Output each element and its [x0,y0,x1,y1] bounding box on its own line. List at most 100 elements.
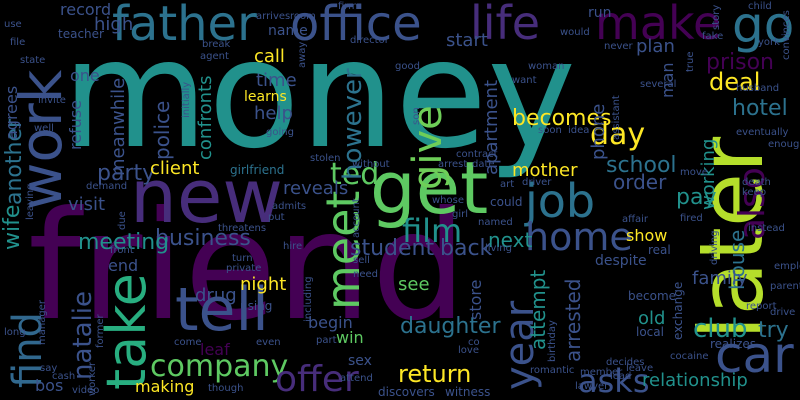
word-police: police [150,100,174,160]
word-office: office [290,0,422,52]
word-would: would [560,27,590,38]
word-turn: turn [232,253,253,264]
word-york: york [758,37,780,48]
word-idea: idea [568,125,590,136]
word-well: well [34,123,54,134]
word-firm: firm [338,1,358,12]
word-threatens: threatens [218,223,267,234]
word-manager: manager [37,300,48,345]
word-birthday: birthday [547,320,558,362]
word-see: see [398,274,430,295]
word-record: record [60,0,112,19]
word-bos: bos [35,376,64,395]
word-girl: girl [452,209,469,220]
word-driving: driving [709,230,720,265]
word-director: director [350,35,389,46]
word-mother: mother [512,160,578,181]
word-convinces: convinces [781,10,792,60]
word-state: state [20,55,46,66]
word-home: home [525,215,633,259]
word-making: making [135,377,195,396]
word-become: become [628,289,677,303]
word-life: life [470,0,541,50]
word-next: next [488,228,533,252]
word-fake: fake [702,31,724,42]
word-agrees: agrees [2,85,21,140]
word-cash: cash [52,371,76,382]
word-lead: lead [610,371,632,382]
word-report: report [746,301,777,312]
word-hotel: hotel [732,96,788,121]
word-go: go [732,0,795,54]
word-realizes: realizes [710,337,757,351]
word-room: room [290,11,316,22]
word-cocaine: cocaine [670,351,709,362]
word-try: try [758,318,789,343]
word-becomes: becomes [512,106,612,131]
word-tell: tell [175,275,269,345]
word-leaving: leaving [25,183,36,220]
word-attend: attend [340,373,373,384]
word-say: say [40,363,58,374]
word-drive: drive [770,307,796,318]
word-due: due [117,211,128,230]
word-phone: phone [588,103,609,160]
word-instead: instead [748,223,785,234]
word-parent: parent [770,281,800,292]
word-car: car [715,326,794,384]
word-friend: friend [28,180,467,354]
word-reveals: reveals [283,178,349,199]
word-driver: driver [522,177,552,188]
word-deal: deal [709,68,761,96]
word-affair: affair [622,214,649,225]
word-file: file [10,37,26,48]
word-story: story [711,4,722,30]
word-use: use [4,19,22,30]
word-need: need [353,269,378,280]
word-client: client [150,158,200,179]
word-break: break [202,39,231,50]
word-club: club [693,314,748,344]
word-win: win [336,328,364,347]
word-drug: drug [195,285,237,306]
word-put: put [268,212,285,223]
word-name: name [268,23,308,39]
word-girlfriend: girlfriend [230,163,285,177]
word-never: never [604,41,633,52]
word-admits: admits [272,201,307,212]
word-even: even [256,337,281,348]
word-member: member [580,367,623,378]
word-away: away [297,41,308,68]
word-help: help [254,103,293,124]
word-discovers: discovers [378,385,435,399]
word-stolen: stolen [310,153,341,164]
word-son: son [411,107,422,125]
word-initially: initially [181,81,192,118]
word-take: take [95,273,158,390]
word-several: several [640,79,677,90]
word-wife: wife [0,204,25,250]
word-true: true [685,51,696,72]
word-despite: despite [595,253,647,269]
word-move: move [680,167,708,178]
word-job: job [525,174,596,228]
word-named: named [478,217,513,228]
word-including: including [303,276,314,322]
word-old: old [638,308,666,329]
word-employee: employee [774,261,800,272]
word-invite: invite [38,95,66,106]
word-night: night [240,274,287,295]
word-begin: begin [308,313,353,332]
word-account: account [351,198,362,238]
word-order: order [613,170,667,194]
word-school: school [606,153,677,178]
word-plan: plan [636,36,675,57]
word-using: using [240,299,273,313]
word-leave: leave [626,363,654,374]
word-lawyer: lawyer [575,381,609,392]
word-prison: prison [706,50,774,75]
word-ted: ted [330,157,380,192]
word-arrest: arrest [438,159,468,170]
word-husband: husband [736,83,780,94]
word-demand: demand [86,181,128,192]
